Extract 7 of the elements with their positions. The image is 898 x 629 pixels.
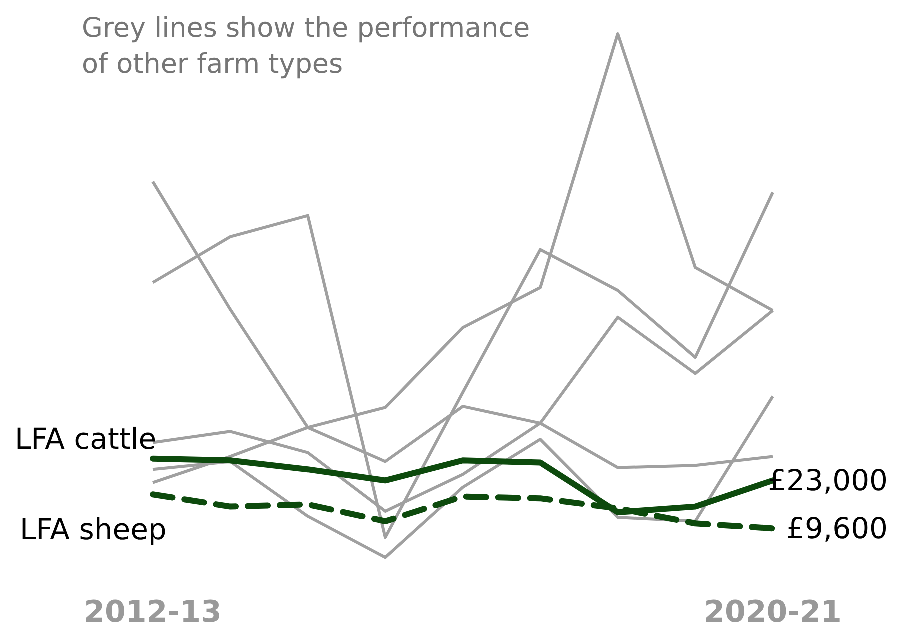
- data-label: £9,600: [786, 512, 888, 546]
- x-tick-label: 2020-21: [704, 595, 842, 629]
- data-label: £23,000: [768, 464, 888, 498]
- x-tick-label: 2012-13: [84, 595, 222, 629]
- series-label: LFA cattle: [15, 422, 157, 456]
- annotation: Grey lines show the performance of other farm types: [82, 13, 530, 80]
- series-label: LFA sheep: [20, 512, 167, 547]
